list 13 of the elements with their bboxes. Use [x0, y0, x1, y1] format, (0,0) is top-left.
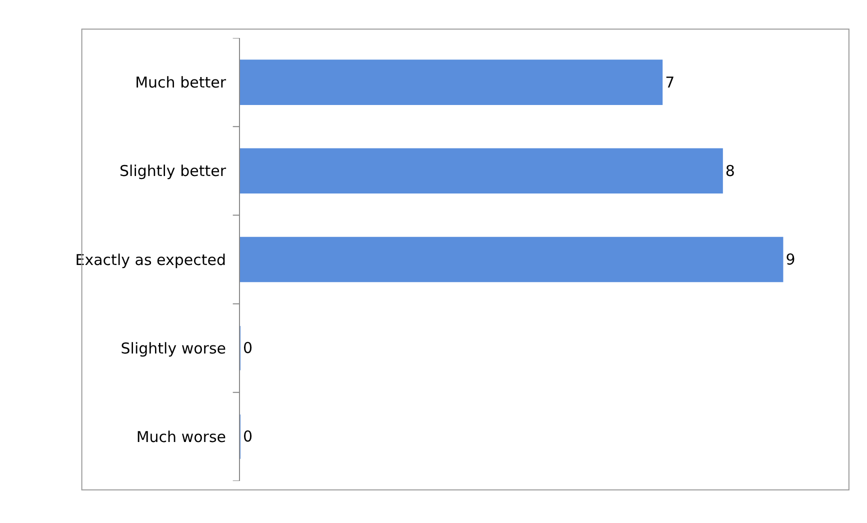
data-label: 7	[665, 73, 675, 92]
data-label: 0	[243, 339, 253, 358]
y-tick-label: Exactly as expected	[75, 250, 226, 269]
y-tick-label: Slightly worse	[120, 339, 226, 358]
y-tick-label: Much better	[135, 74, 227, 92]
bar	[240, 148, 723, 194]
y-tick-label: Slightly better	[120, 162, 227, 180]
data-label: 9	[786, 250, 796, 268]
data-label: 8	[725, 162, 735, 180]
bar	[240, 236, 784, 282]
data-label: 0	[243, 428, 253, 446]
y-tick-label: Much worse	[136, 428, 226, 446]
bar	[240, 60, 663, 105]
